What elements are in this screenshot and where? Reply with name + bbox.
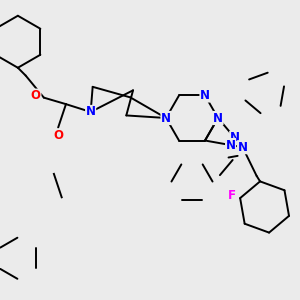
Text: N: N [161, 112, 171, 124]
Text: N: N [226, 139, 236, 152]
Text: O: O [31, 89, 41, 102]
Text: N: N [86, 105, 96, 119]
Text: N: N [213, 112, 223, 124]
Text: N: N [230, 131, 240, 144]
Text: N: N [200, 89, 210, 102]
Text: O: O [53, 129, 63, 142]
Text: N: N [238, 141, 248, 154]
Text: F: F [228, 188, 236, 202]
